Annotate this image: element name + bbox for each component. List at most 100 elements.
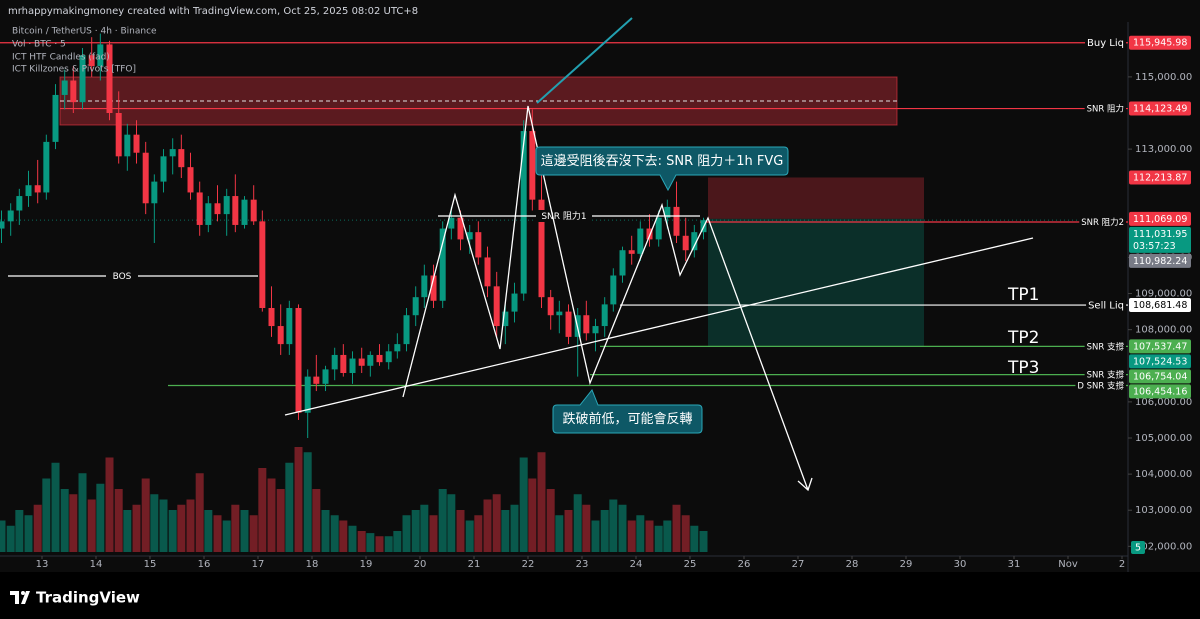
volume-bar: [321, 510, 330, 552]
volume-bar: [276, 489, 285, 552]
x-tick-label: 16: [198, 559, 211, 570]
y-tick-label: 113,000.00: [1135, 144, 1192, 155]
level-label-bg: [1086, 299, 1126, 312]
candle-body: [340, 354, 347, 373]
volume-bar: [24, 515, 33, 552]
volume-bar: [303, 452, 312, 552]
candle-body: [277, 326, 284, 345]
price-tag: [1129, 369, 1191, 384]
volume-bar: [681, 515, 690, 552]
callout-box: [552, 389, 703, 434]
snr1-label: SNR 阻力1: [541, 210, 586, 222]
candle-body: [430, 275, 437, 301]
x-tick-label: 14: [90, 559, 103, 570]
level-label-bg: [1079, 215, 1126, 228]
candle-body: [79, 55, 86, 103]
price-tag-label: 106,454.16: [1133, 386, 1187, 397]
volume-bar: [330, 515, 339, 552]
brand-logo-dot: [21, 591, 25, 595]
candle-body: [178, 149, 185, 168]
y-tick-label: 104,000.00: [1135, 469, 1192, 480]
volume-bar: [51, 462, 60, 552]
candle-body: [304, 376, 311, 413]
price-tag-label: 112,213.87: [1133, 172, 1187, 183]
volume-bar: [132, 504, 141, 552]
price-tag: [1129, 170, 1191, 185]
candle-body: [691, 232, 698, 251]
price-tag-label: 111,031.95: [1133, 229, 1187, 240]
volume-bar: [150, 494, 159, 552]
x-tick-label: 22: [522, 559, 535, 570]
volume-bar: [618, 504, 627, 552]
volume-bar: [114, 489, 123, 552]
candle-body: [538, 199, 545, 298]
candle-body: [520, 131, 527, 294]
candle-body: [610, 275, 617, 305]
price-tag-label: 111,069.09: [1133, 214, 1187, 225]
brand-logo: [10, 591, 30, 604]
volume-bar: [393, 531, 402, 552]
x-tick-label: 25: [684, 559, 697, 570]
x-tick-label: Nov: [1058, 559, 1078, 570]
price-tag-label: 106,754.04: [1133, 371, 1187, 382]
volume-bar: [78, 473, 87, 552]
volume-bar: [222, 520, 231, 552]
volume-bar: [564, 510, 573, 552]
y-tick-label: 109,000.00: [1135, 289, 1192, 300]
candle-body: [313, 376, 320, 384]
level-label-bg: [1075, 379, 1126, 392]
drawings: BOS SNR 阻力1 TP1 TP2 TP3 這邊受阻後吞沒下去: SNR 阻…: [8, 17, 1039, 492]
volume-bar: [96, 483, 105, 552]
price-tag: [1129, 226, 1191, 253]
volume-bar: [249, 515, 258, 552]
price-tag: [1129, 211, 1191, 226]
price-tag: [1129, 384, 1191, 399]
candle-body: [241, 199, 248, 225]
price-tag: [1129, 298, 1191, 313]
y-tick-label: 102,000.00: [1135, 541, 1192, 552]
tp3-label: TP3: [1007, 358, 1039, 378]
candle-body: [601, 304, 608, 327]
volume-bar: [420, 504, 429, 552]
x-tick-label: 13: [36, 559, 49, 570]
level-label: SNR 支撐: [1087, 341, 1125, 352]
candle-body: [592, 326, 599, 334]
candle-body: [88, 55, 95, 67]
volume-tag-label: 5: [1135, 543, 1141, 554]
legend: mrhappymakingmoney created with TradingV…: [8, 6, 418, 75]
candle-body: [160, 156, 167, 182]
level-label-bg: [1084, 340, 1126, 353]
level-label: Buy Liq: [1087, 38, 1124, 49]
price-tag: [1129, 339, 1191, 354]
x-tick-label: 26: [738, 559, 751, 570]
candle-body: [637, 228, 644, 254]
volume-bar: [348, 525, 357, 552]
candle-body: [16, 196, 23, 211]
level-label: SNR 支撐: [1087, 370, 1125, 381]
volume-bar: [429, 515, 438, 552]
snr1-label-bg: [536, 210, 592, 222]
candle-body: [169, 149, 176, 157]
brand: TradingView: [10, 589, 140, 607]
volume-bar: [15, 510, 24, 552]
level-label: SNR 阻力2: [1081, 217, 1124, 228]
candle-body: [439, 228, 446, 301]
volume-pane: [0, 447, 708, 552]
volume-bar: [33, 504, 42, 552]
volume-bar: [402, 515, 411, 552]
callout-text: 跌破前低，可能會反轉: [562, 411, 692, 427]
volume-bar: [699, 531, 708, 552]
legend-item: ICT Killzones & Pivots [TFO]: [12, 65, 136, 75]
volume-bar: [519, 457, 528, 552]
x-tick-label: 29: [900, 559, 913, 570]
candle-body: [358, 358, 365, 366]
volume-bar: [159, 499, 168, 552]
x-tick-label: 30: [954, 559, 967, 570]
volume-bar: [465, 520, 474, 552]
candle-body: [664, 206, 671, 218]
candle-body: [475, 232, 482, 258]
callout-box: [535, 146, 789, 192]
x-tick-label: 28: [846, 559, 859, 570]
x-tick-label: 15: [144, 559, 157, 570]
